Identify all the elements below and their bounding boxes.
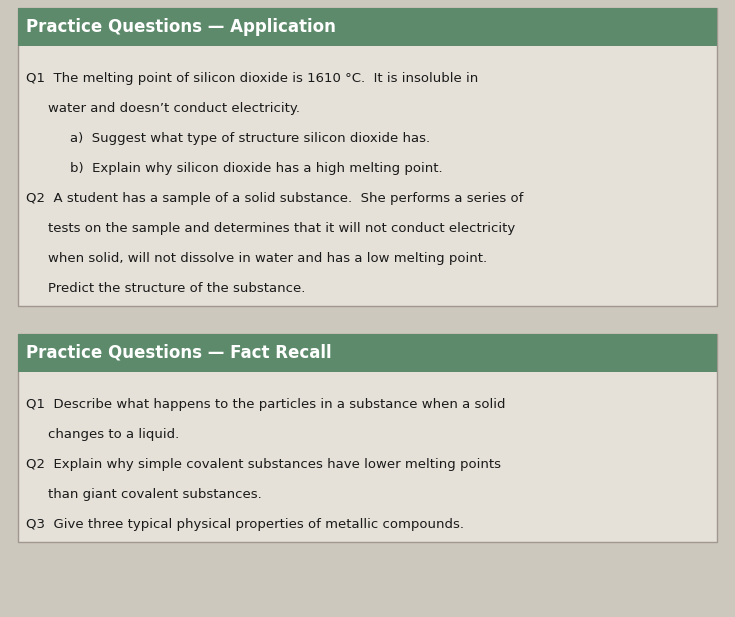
Text: b)  Explain why silicon dioxide has a high melting point.: b) Explain why silicon dioxide has a hig… bbox=[70, 162, 442, 175]
Text: Practice Questions — Application: Practice Questions — Application bbox=[26, 18, 336, 36]
Text: than giant covalent substances.: than giant covalent substances. bbox=[48, 488, 262, 501]
Text: Predict the structure of the substance.: Predict the structure of the substance. bbox=[48, 282, 305, 295]
Text: Q2  Explain why simple covalent substances have lower melting points: Q2 Explain why simple covalent substance… bbox=[26, 458, 501, 471]
Bar bbox=[18, 334, 717, 542]
Text: Q1  The melting point of silicon dioxide is 1610 °C.  It is insoluble in: Q1 The melting point of silicon dioxide … bbox=[26, 72, 478, 85]
Text: when solid, will not dissolve in water and has a low melting point.: when solid, will not dissolve in water a… bbox=[48, 252, 487, 265]
Bar bbox=[18, 8, 717, 46]
Text: changes to a liquid.: changes to a liquid. bbox=[48, 428, 179, 441]
Text: Q3  Give three typical physical properties of metallic compounds.: Q3 Give three typical physical propertie… bbox=[26, 518, 464, 531]
Bar bbox=[18, 334, 717, 372]
Text: water and doesn’t conduct electricity.: water and doesn’t conduct electricity. bbox=[48, 102, 300, 115]
Text: Q2  A student has a sample of a solid substance.  She performs a series of: Q2 A student has a sample of a solid sub… bbox=[26, 192, 523, 205]
Text: tests on the sample and determines that it will not conduct electricity: tests on the sample and determines that … bbox=[48, 222, 515, 235]
Text: a)  Suggest what type of structure silicon dioxide has.: a) Suggest what type of structure silico… bbox=[70, 132, 430, 145]
Text: Practice Questions — Fact Recall: Practice Questions — Fact Recall bbox=[26, 344, 331, 362]
Bar bbox=[18, 8, 717, 306]
Text: Q1  Describe what happens to the particles in a substance when a solid: Q1 Describe what happens to the particle… bbox=[26, 398, 506, 411]
